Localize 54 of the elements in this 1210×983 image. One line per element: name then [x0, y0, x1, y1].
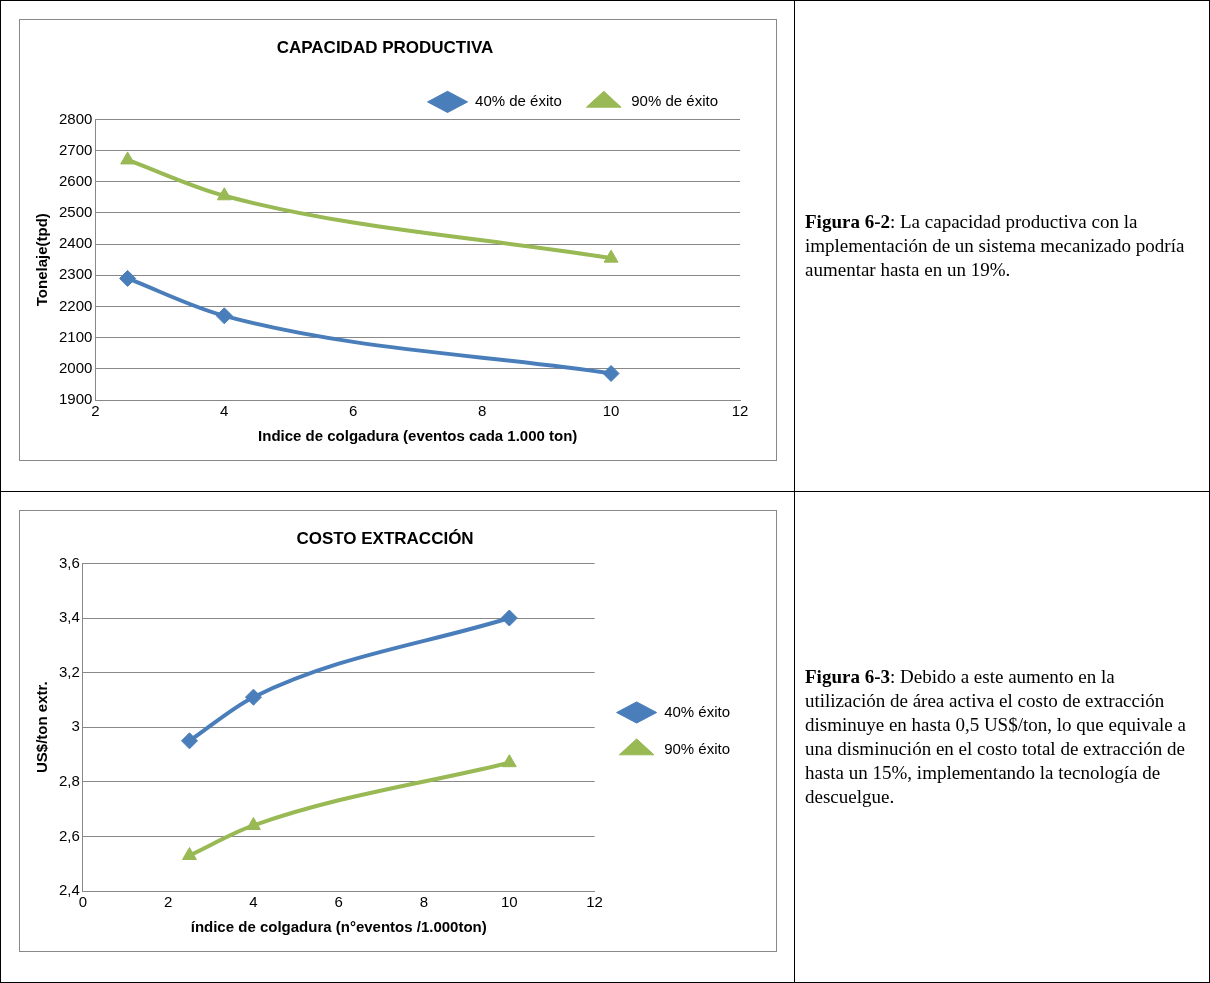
chart-title: COSTO EXTRACCIÓN	[296, 528, 474, 548]
y-tick-label: 2500	[58, 203, 93, 221]
chart-title: CAPACIDAD PRODUCTIVA	[276, 37, 494, 57]
text: Figura 6-3: Debido a este aumento en la utilización de área activa el costo de extracción disminuye en hasta 0,5 US$/ton, lo que equivale a una disminución en el costo total de extracción de hasta un 15%, implementando la tecnología de descuelgue.	[805, 665, 1187, 809]
x-tick-label: 2	[91, 402, 100, 420]
x-tick-label: 8	[419, 893, 429, 911]
x-tick-label: 4	[249, 893, 258, 911]
point	[602, 365, 620, 382]
x-tick-label: 2	[163, 893, 173, 911]
legend-label: 40% de éxito	[475, 92, 562, 110]
y-axis-title: US$/ton extr.	[33, 681, 51, 774]
point	[182, 847, 197, 861]
point	[244, 688, 262, 706]
point	[500, 609, 518, 627]
y-tick-label: 2000	[58, 358, 93, 376]
y-tick-label: 2600	[58, 171, 93, 189]
legend-label: 90% éxito	[664, 739, 730, 757]
y-tick-label: 3,4	[58, 608, 80, 626]
x-tick-label: 8	[477, 402, 487, 420]
y-tick-label: 3,6	[58, 553, 80, 571]
y-tick-label: 2,4	[58, 881, 80, 899]
y-tick-label: 2700	[58, 140, 93, 158]
legend-label: 40% éxito	[664, 702, 730, 720]
x-tick-label: 12	[731, 402, 749, 420]
point	[180, 732, 198, 750]
x-tick-label: 6	[334, 893, 343, 911]
x-tick-label: 0	[78, 893, 88, 911]
y-tick-label: 2800	[58, 109, 93, 127]
point	[119, 269, 137, 287]
y-tick-label: 2400	[58, 234, 93, 252]
x-tick-label: 10	[602, 402, 620, 420]
y-tick-label: 2300	[58, 265, 93, 283]
x-axis-title: índice de colgadura (n°eventos /1.000ton)	[190, 918, 487, 936]
point	[216, 187, 232, 201]
point	[215, 307, 233, 325]
x-tick-label: 6	[349, 402, 358, 420]
legend-label: 90% de éxito	[631, 92, 719, 110]
y-axis-title: Tonelaje(tpd)	[33, 213, 51, 307]
text: Figura 6-2: La capacidad productiva con la implementación de un sistema mecanizado podría aumentar hasta en un 19%.	[805, 210, 1186, 282]
y-tick-label: 2100	[58, 327, 93, 345]
x-axis-title: Indice de colgadura (eventos cada 1.000 ton)	[258, 427, 578, 445]
x-tick-label: 12	[586, 893, 603, 911]
point	[120, 151, 136, 165]
point	[246, 816, 261, 830]
point	[603, 249, 619, 263]
y-tick-label: 3,2	[58, 662, 80, 680]
y-tick-label: 1900	[58, 390, 93, 408]
x-tick-label: 10	[500, 893, 518, 911]
x-tick-label: 4	[220, 402, 229, 420]
point	[501, 754, 517, 768]
y-tick-label: 2,8	[58, 771, 80, 789]
y-tick-label: 3	[71, 717, 80, 735]
y-tick-label: 2,6	[58, 826, 80, 844]
y-tick-label: 2200	[58, 296, 93, 314]
